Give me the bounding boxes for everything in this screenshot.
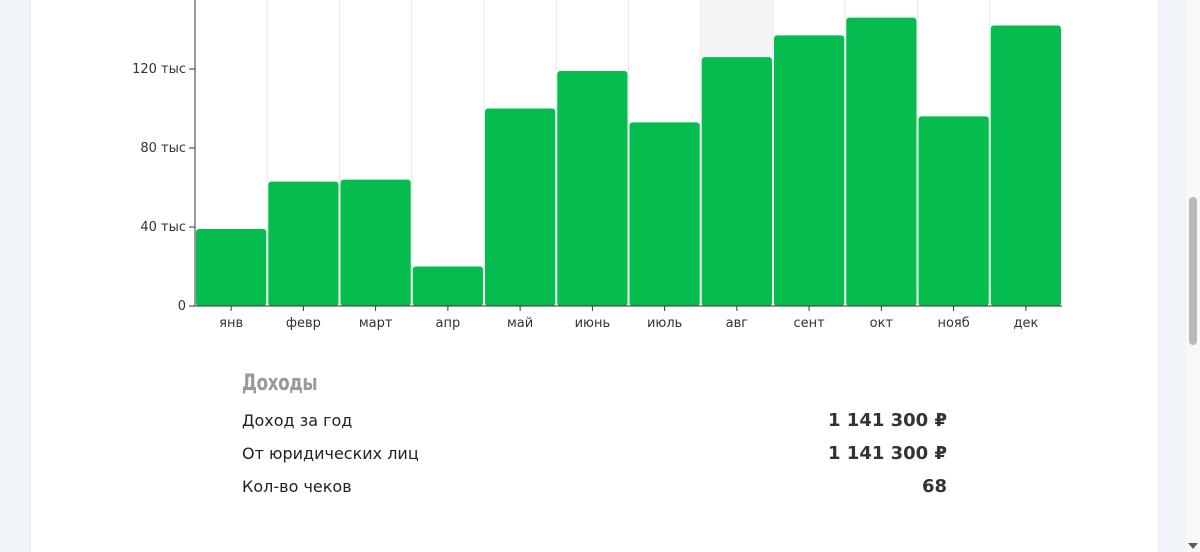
y-tick-label: 40 тыс — [140, 220, 186, 235]
x-tick-label-март: март — [359, 316, 393, 331]
legal-entities-value: 1 141 300 ₽ — [828, 443, 947, 464]
scroll-down-arrow-icon[interactable] — [1188, 543, 1198, 549]
bar-май — [485, 108, 556, 306]
bar-июнь — [557, 70, 628, 306]
income-summary: Доходы Доход за год 1 141 300 ₽ От юриди… — [242, 364, 947, 503]
bar-окт — [846, 17, 917, 307]
bar-июль — [629, 122, 700, 306]
summary-row-annual-income: Доход за год 1 141 300 ₽ — [242, 404, 947, 437]
annual-income-label: Доход за год — [242, 411, 353, 430]
summary-row-legal-entities: От юридических лиц 1 141 300 ₽ — [242, 437, 947, 470]
legal-entities-label: От юридических лиц — [242, 444, 419, 463]
x-tick-label-дек: дек — [1013, 316, 1038, 331]
bar-янв — [196, 228, 267, 306]
x-tick-label-янв: янв — [219, 316, 243, 331]
bar-март — [340, 179, 411, 306]
bar-апр — [412, 266, 483, 306]
bar-сент — [774, 35, 845, 307]
bar-февр — [268, 181, 339, 306]
receipts-count-value: 68 — [921, 476, 947, 497]
vertical-scrollbar[interactable] — [1186, 0, 1200, 552]
x-tick-label-нояб: нояб — [937, 316, 969, 331]
bar-нояб — [918, 116, 989, 307]
summary-title: Доходы — [242, 371, 318, 396]
summary-row-receipts-count: Кол-во чеков 68 — [242, 470, 947, 503]
grid-layer — [266, 0, 991, 306]
x-tick-label-авг: авг — [726, 316, 749, 331]
x-tick-label-май: май — [507, 316, 533, 331]
y-tick-label: 0 — [178, 299, 186, 314]
y-tick-label: 120 тыс — [132, 62, 186, 77]
x-tick-label-апр: апр — [436, 316, 461, 331]
x-tick-label-февр: февр — [286, 316, 321, 331]
x-tick-label-сент: сент — [794, 316, 826, 331]
bar-дек — [990, 25, 1061, 307]
y-tick-label: 80 тыс — [140, 141, 186, 156]
scrollbar-thumb[interactable] — [1189, 197, 1197, 345]
bar-авг — [701, 57, 772, 307]
receipts-count-label: Кол-во чеков — [242, 477, 352, 496]
x-tick-label-июль: июль — [647, 316, 682, 331]
annual-income-value: 1 141 300 ₽ — [828, 410, 947, 431]
x-tick-label-июнь: июнь — [575, 316, 611, 331]
x-tick-label-окт: окт — [870, 316, 894, 331]
bar-layer — [196, 17, 1061, 307]
